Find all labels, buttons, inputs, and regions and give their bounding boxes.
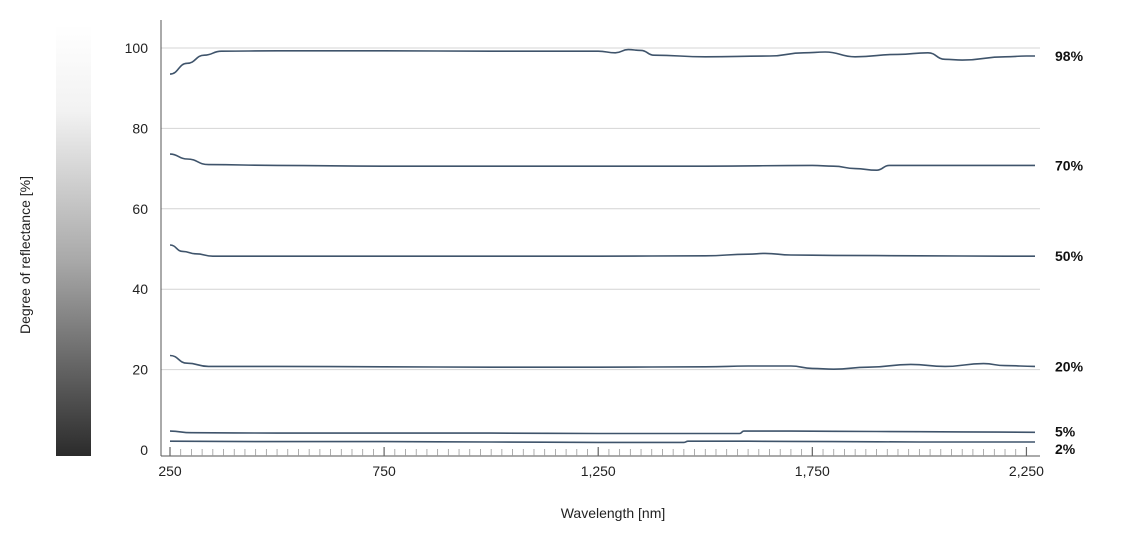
series-lines xyxy=(169,48,1036,444)
y-tick-label-80: 80 xyxy=(132,120,148,136)
x-tick-label-2250: 2,250 xyxy=(1009,463,1044,479)
axes: 0 20 40 60 80 100 250 750 1,250 1,750 2,250 xyxy=(125,20,1044,479)
y-tick-label-100: 100 xyxy=(125,40,149,56)
series-label-2-percent: 2% xyxy=(1055,441,1076,457)
series-line-20-percent xyxy=(169,354,1036,371)
series-line-70-percent xyxy=(169,153,1035,172)
series-line-98-percent xyxy=(169,48,1035,75)
series-label-50-percent: 50% xyxy=(1055,248,1084,264)
series-label-70-percent: 70% xyxy=(1055,157,1084,173)
grayscale-reference-bar xyxy=(56,25,91,456)
y-tick-label-20: 20 xyxy=(132,362,148,378)
series-labels: 98% 70% 50% 20% 5%2% xyxy=(1055,48,1084,457)
series-label-5-percent: 5% xyxy=(1055,424,1076,440)
y-tick-label-60: 60 xyxy=(132,201,148,217)
series-line-2-percent xyxy=(169,440,1035,444)
y-tick-label-40: 40 xyxy=(132,281,148,297)
x-axis-label: Wavelength [nm] xyxy=(561,505,666,521)
x-tick-label-1750: 1,750 xyxy=(795,463,830,479)
grid-lines xyxy=(161,47,1040,371)
x-tick-label-750: 750 xyxy=(372,463,396,479)
y-axis-label: Degree of reflectance [%] xyxy=(17,176,33,334)
series-label-98-percent: 98% xyxy=(1055,48,1084,64)
x-tick-label-1250: 1,250 xyxy=(581,463,616,479)
series-line-50-percent xyxy=(169,244,1035,258)
series-line-5-percent xyxy=(169,430,1036,435)
y-tick-label-0: 0 xyxy=(140,442,148,458)
series-label-20-percent: 20% xyxy=(1055,358,1084,374)
x-tick-label-250: 250 xyxy=(158,463,182,479)
